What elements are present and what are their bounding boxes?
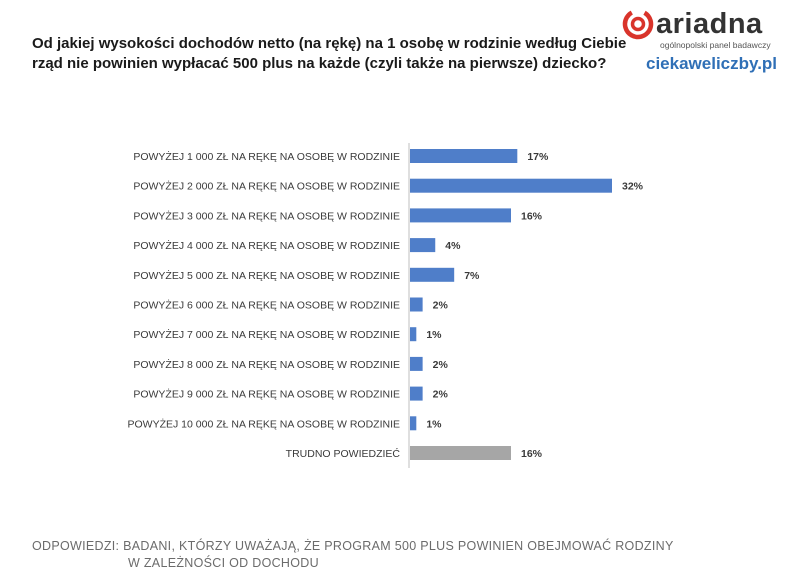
category-label: POWYŻEJ 1 000 ZŁ NA RĘKĘ NA OSOBĘ W RODZ… <box>133 150 400 163</box>
ariadna-logo-icon <box>622 8 654 40</box>
category-label: POWYŻEJ 2 000 ZŁ NA RĘKĘ NA OSOBĘ W RODZ… <box>133 180 400 193</box>
data-label: 1% <box>426 418 442 430</box>
site-link[interactable]: ciekaweliczby.pl <box>646 54 778 73</box>
footer-text-line2: W ZALEŻNOŚCI OD DOCHODU <box>128 556 319 570</box>
bar <box>410 356 423 371</box>
category-label: POWYŻEJ 3 000 ZŁ NA RĘKĘ NA OSOBĘ W RODZ… <box>133 209 400 222</box>
bar <box>410 178 612 193</box>
ariadna-logo-text: ariadna <box>656 8 763 40</box>
data-label: 4% <box>445 240 461 252</box>
data-label: 32% <box>622 181 644 193</box>
bar <box>410 386 423 401</box>
footer-note: ODPOWIEDZI: BADANI, KTÓRZY UWAŻAJĄ, ŻE P… <box>32 538 674 572</box>
data-label: 2% <box>433 359 449 371</box>
footer-label: ODPOWIEDZI: <box>32 539 120 553</box>
logo-subtitle: ogólnopolski panel badawczy <box>660 40 771 50</box>
bar <box>410 208 511 223</box>
category-label: POWYŻEJ 8 000 ZŁ NA RĘKĘ NA OSOBĘ W RODZ… <box>133 358 400 371</box>
category-label: POWYŻEJ 9 000 ZŁ NA RĘKĘ NA OSOBĘ W RODZ… <box>133 388 400 401</box>
footer-text-line1: BADANI, KTÓRZY UWAŻAJĄ, ŻE PROGRAM 500 P… <box>123 539 674 553</box>
data-label: 17% <box>527 151 549 163</box>
bar <box>410 416 417 431</box>
chart-title-line1: Od jakiej wysokości dochodów netto (na r… <box>32 35 627 52</box>
bar <box>410 327 417 342</box>
bar <box>410 149 518 163</box>
data-label: 7% <box>464 270 480 282</box>
category-label: TRUDNO POWIEDZIEĆ <box>286 447 401 460</box>
category-label: POWYŻEJ 6 000 ZŁ NA RĘKĘ NA OSOBĘ W RODZ… <box>133 299 400 312</box>
data-label: 16% <box>521 448 543 460</box>
category-label: POWYŻEJ 7 000 ZŁ NA RĘKĘ NA OSOBĘ W RODZ… <box>133 328 400 341</box>
chart-marks: POWYŻEJ 1 000 ZŁ NA RĘKĘ NA OSOBĘ W RODZ… <box>128 149 644 460</box>
bar <box>410 238 436 253</box>
data-label: 1% <box>426 329 442 341</box>
data-label: 2% <box>433 389 449 401</box>
data-label: 16% <box>521 210 543 222</box>
category-label: POWYŻEJ 10 000 ZŁ NA RĘKĘ NA OSOBĘ W ROD… <box>128 417 401 430</box>
chart-title-line2: rząd nie powinien wypłacać 500 plus na k… <box>32 55 607 72</box>
chart-title: Od jakiej wysokości dochodów netto (na r… <box>32 34 632 74</box>
category-label: POWYŻEJ 4 000 ZŁ NA RĘKĘ NA OSOBĘ W RODZ… <box>133 239 400 252</box>
bar <box>410 297 423 312</box>
bar <box>410 446 511 460</box>
ariadna-logo: ariadna <box>622 6 782 46</box>
category-label: POWYŻEJ 5 000 ZŁ NA RĘKĘ NA OSOBĘ W RODZ… <box>133 269 400 282</box>
data-label: 2% <box>433 300 449 312</box>
bar <box>410 267 455 282</box>
